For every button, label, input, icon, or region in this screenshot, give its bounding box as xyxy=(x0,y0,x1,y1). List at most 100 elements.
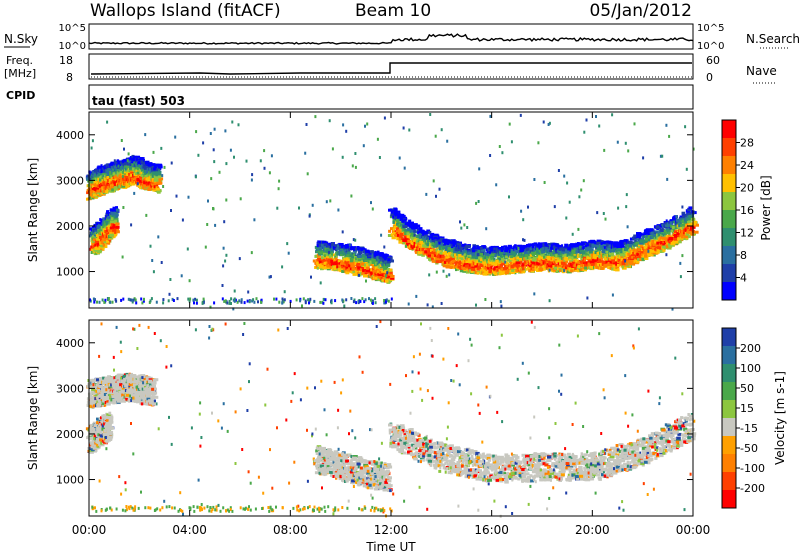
range-cell xyxy=(515,268,519,272)
range-cell xyxy=(97,224,102,228)
range-cell xyxy=(98,175,102,179)
range-cell xyxy=(393,212,398,216)
range-cell xyxy=(442,264,448,268)
range-cell xyxy=(488,269,492,273)
range-cell xyxy=(433,236,438,240)
range-cell xyxy=(115,222,120,226)
range-cell xyxy=(96,234,99,238)
range-cell xyxy=(441,238,444,242)
range-cell xyxy=(449,261,452,265)
range-cell xyxy=(392,218,397,222)
range-cell xyxy=(415,226,418,230)
range-cell xyxy=(363,274,368,278)
range-cell xyxy=(96,237,100,241)
range-cell xyxy=(106,210,110,214)
range-cell xyxy=(358,256,363,260)
range-cell xyxy=(94,247,99,250)
range-cell xyxy=(380,276,383,280)
range-cell xyxy=(345,261,351,265)
range-cell xyxy=(492,271,496,275)
range-cell xyxy=(401,219,405,223)
range-cell xyxy=(340,263,344,266)
range-cell xyxy=(319,251,324,255)
range-cell xyxy=(372,265,375,269)
range-cell xyxy=(97,165,101,169)
range-cell xyxy=(137,173,140,177)
range-cell xyxy=(436,237,441,241)
range-cell xyxy=(503,266,508,270)
range-cell xyxy=(384,279,389,283)
range-cell xyxy=(524,251,528,255)
range-cell xyxy=(441,255,445,259)
range-cell xyxy=(369,263,373,266)
range-cell xyxy=(120,179,124,183)
range-cell xyxy=(424,250,428,254)
range-cell xyxy=(357,255,363,258)
range-cell xyxy=(499,263,503,267)
range-cell xyxy=(494,252,499,256)
freq-tick-top: 18 xyxy=(59,54,73,67)
range-cell xyxy=(467,245,471,249)
range-cell xyxy=(370,268,373,272)
range-cell xyxy=(393,226,398,229)
range-cell xyxy=(116,171,121,175)
range-cell xyxy=(430,249,433,252)
range-cell xyxy=(351,254,354,258)
range-cell xyxy=(411,229,415,233)
range-cell xyxy=(113,186,118,190)
range-cell xyxy=(477,263,481,267)
range-cell xyxy=(340,244,346,248)
range-cell xyxy=(389,271,393,275)
range-cell xyxy=(119,169,123,173)
range-cell xyxy=(318,240,323,244)
range-cell xyxy=(458,262,461,266)
range-cell xyxy=(417,231,420,235)
range-cell xyxy=(482,245,487,249)
range-cell xyxy=(453,247,456,251)
range-cell xyxy=(110,212,116,216)
range-cell xyxy=(462,269,466,273)
range-cell xyxy=(323,245,328,249)
range-cell xyxy=(322,266,326,270)
range-cell xyxy=(89,234,94,238)
range-cell xyxy=(325,255,329,259)
range-cell xyxy=(104,242,107,246)
range-cell xyxy=(438,257,442,261)
range-cell xyxy=(334,244,339,248)
range-cell xyxy=(402,228,407,232)
range-cell xyxy=(505,255,510,259)
range-cell xyxy=(408,219,412,223)
range-cell xyxy=(519,254,524,258)
range-cell xyxy=(490,266,493,270)
range-cell xyxy=(396,227,401,231)
range-cell xyxy=(117,164,120,168)
range-cell xyxy=(132,168,136,172)
range-cell xyxy=(471,247,475,251)
range-cell xyxy=(124,161,128,165)
range-cell xyxy=(461,252,466,256)
range-cell xyxy=(413,233,416,237)
range-cell xyxy=(493,267,498,271)
range-cell xyxy=(314,245,320,249)
range-cell xyxy=(514,244,517,248)
range-cell xyxy=(497,247,502,250)
range-cell xyxy=(428,257,432,261)
range-cell xyxy=(388,256,393,260)
range-cell xyxy=(103,240,109,244)
range-cell xyxy=(439,251,443,255)
range-cell xyxy=(373,253,378,257)
range-cell xyxy=(392,220,398,224)
range-cell xyxy=(435,241,438,245)
range-cell xyxy=(448,239,451,243)
range-cell xyxy=(158,179,161,183)
range-cell xyxy=(377,257,382,261)
range-cell xyxy=(480,263,485,267)
range-cell xyxy=(92,238,98,242)
range-cell xyxy=(440,242,444,246)
range-cell xyxy=(370,250,374,254)
range-cell xyxy=(484,252,487,255)
range-cell xyxy=(520,260,523,264)
range-cell xyxy=(145,170,149,174)
range-cell xyxy=(489,251,493,254)
sky-right-tick-top: 10^5 xyxy=(697,23,724,34)
